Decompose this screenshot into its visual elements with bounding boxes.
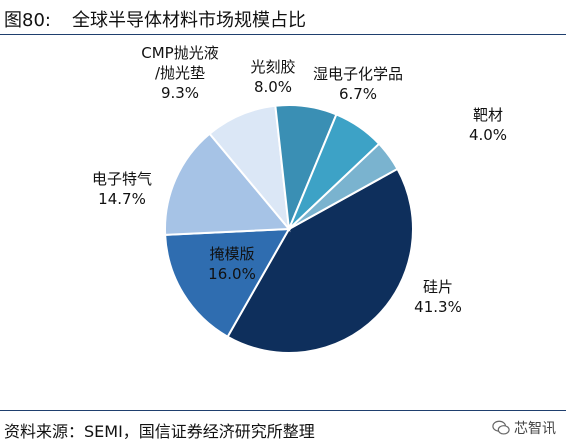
slice-name: 硅片 bbox=[423, 278, 453, 296]
top-divider bbox=[0, 34, 566, 35]
slice-value: 9.3% bbox=[161, 84, 199, 102]
wechat-icon bbox=[492, 420, 510, 435]
slice-name: 电子特气 bbox=[92, 170, 152, 188]
pie-slice-1 bbox=[164, 227, 291, 339]
slice-label-6: 靶材 4.0% bbox=[469, 106, 507, 144]
pie-slice-6 bbox=[288, 142, 399, 230]
slice-name: /抛光垫 bbox=[155, 64, 205, 82]
slice-label-4: 光刻胶 8.0% bbox=[250, 58, 295, 96]
slice-value: 16.0% bbox=[208, 265, 256, 283]
figure-header: 图80: 全球半导体材料市场规模占比 bbox=[0, 0, 566, 34]
bottom-divider bbox=[0, 410, 566, 411]
slice-value: 4.0% bbox=[469, 126, 507, 144]
slice-name: 靶材 bbox=[473, 106, 503, 124]
pie-labels: 硅片 41.3% 掩模版 16.0% 电子特气 14.7% CMP抛光液/抛光垫 9.3% 光刻… bbox=[92, 44, 507, 316]
slice-label-1: 掩模版 16.0% bbox=[208, 245, 256, 283]
source-note: 资料来源：SEMI，国信证券经济研究所整理 bbox=[4, 422, 315, 441]
pie-slice-0 bbox=[226, 167, 414, 354]
slice-value: 41.3% bbox=[414, 298, 462, 316]
slice-name: CMP抛光液 bbox=[141, 44, 218, 62]
slice-name: 湿电子化学品 bbox=[313, 65, 403, 83]
slice-value: 8.0% bbox=[254, 78, 292, 96]
slice-label-5: 湿电子化学品 6.7% bbox=[313, 65, 403, 103]
pie-slice-2 bbox=[164, 132, 292, 236]
slice-label-3: CMP抛光液/抛光垫 9.3% bbox=[141, 44, 218, 102]
slice-value: 6.7% bbox=[339, 85, 377, 103]
chart-title: 全球半导体材料市场规模占比 bbox=[72, 10, 306, 31]
slice-name: 掩模版 bbox=[209, 245, 254, 263]
slice-label-0: 硅片 41.3% bbox=[414, 278, 462, 316]
slice-name: 光刻胶 bbox=[250, 58, 295, 76]
pie-slices bbox=[164, 104, 414, 354]
watermark: 芯智讯 bbox=[492, 418, 556, 438]
pie-chart: 硅片 41.3% 掩模版 16.0% 电子特气 14.7% CMP抛光液/抛光垫 9.3% 光刻… bbox=[92, 44, 507, 354]
slice-value: 14.7% bbox=[98, 190, 146, 208]
watermark-text: 芯智讯 bbox=[514, 421, 556, 437]
slice-label-2: 电子特气 14.7% bbox=[92, 170, 152, 208]
figure-number: 图80: bbox=[4, 10, 51, 31]
